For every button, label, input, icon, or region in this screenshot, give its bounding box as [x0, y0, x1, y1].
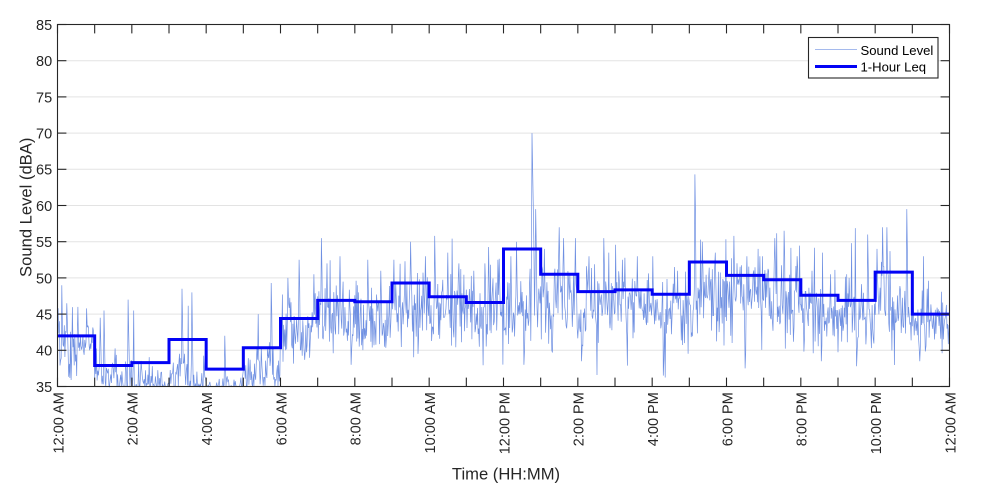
svg-text:75: 75	[36, 90, 52, 106]
svg-text:Sound Level (dBA): Sound Level (dBA)	[17, 138, 36, 277]
svg-text:60: 60	[36, 199, 52, 215]
svg-text:70: 70	[36, 127, 52, 143]
svg-text:12:00 AM: 12:00 AM	[943, 392, 959, 453]
svg-text:Sound Level: Sound Level	[861, 43, 934, 58]
svg-text:8:00 AM: 8:00 AM	[349, 392, 365, 445]
svg-text:50: 50	[36, 271, 52, 287]
svg-text:4:00 AM: 4:00 AM	[200, 392, 216, 445]
svg-text:2:00 PM: 2:00 PM	[572, 392, 588, 446]
svg-text:4:00 PM: 4:00 PM	[646, 392, 662, 446]
svg-text:6:00 AM: 6:00 AM	[274, 392, 290, 445]
svg-text:35: 35	[36, 380, 52, 396]
svg-text:40: 40	[36, 344, 52, 360]
svg-text:Time (HH:MM): Time (HH:MM)	[452, 465, 560, 484]
svg-text:12:00 AM: 12:00 AM	[51, 392, 67, 453]
svg-text:10:00 PM: 10:00 PM	[869, 392, 885, 454]
svg-text:85: 85	[36, 18, 52, 34]
svg-text:45: 45	[36, 308, 52, 324]
svg-text:65: 65	[36, 163, 52, 179]
svg-text:8:00 PM: 8:00 PM	[795, 392, 811, 446]
svg-text:6:00 PM: 6:00 PM	[720, 392, 736, 446]
svg-text:55: 55	[36, 235, 52, 251]
svg-text:12:00 PM: 12:00 PM	[497, 392, 513, 454]
svg-text:1-Hour Leq: 1-Hour Leq	[861, 59, 927, 74]
svg-text:2:00 AM: 2:00 AM	[126, 392, 142, 445]
svg-text:10:00 AM: 10:00 AM	[423, 392, 439, 453]
svg-text:80: 80	[36, 54, 52, 70]
